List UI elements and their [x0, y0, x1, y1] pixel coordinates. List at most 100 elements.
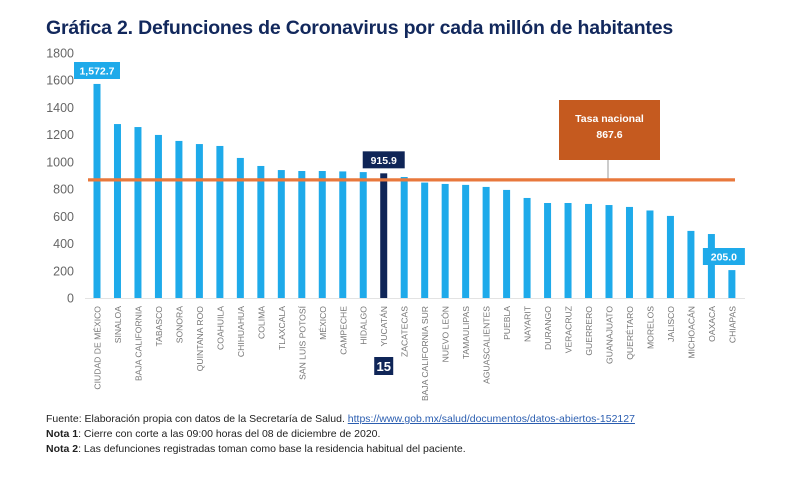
note-2: Nota 2: Las defunciones registradas toma…: [46, 442, 635, 457]
x-tick-label: HIDALGO: [359, 306, 369, 345]
data-label-box: [702, 248, 745, 265]
data-label-box: [362, 151, 405, 169]
x-tick-label: TLAXCALA: [277, 306, 287, 350]
x-tick-label: CIUDAD DE MÉXICO: [93, 306, 103, 390]
note-2-text: : Las defunciones registradas toman como…: [78, 443, 466, 455]
bar: [728, 270, 736, 298]
bar: [482, 186, 490, 298]
bars: [93, 83, 736, 299]
y-tick-label: 1800: [46, 47, 74, 61]
bar: [666, 215, 674, 298]
bar: [646, 210, 654, 298]
y-tick-label: 800: [53, 183, 74, 197]
x-tick-label: SINALOA: [113, 306, 123, 344]
bar: [625, 206, 633, 298]
data-label: 205.0: [711, 252, 737, 264]
y-tick-label: 1000: [46, 155, 74, 169]
bar: [134, 127, 142, 299]
x-tick-label: VERACRUZ: [564, 306, 574, 353]
chart-title: Gráfica 2. Defunciones de Coronavirus po…: [46, 17, 674, 39]
y-tick-label: 200: [53, 264, 74, 278]
y-tick-label: 400: [53, 237, 74, 251]
bar: [257, 165, 265, 298]
reference-label-title: Tasa nacional: [575, 113, 644, 125]
x-tick-label: QUINTANA ROO: [195, 306, 205, 372]
bar: [421, 182, 429, 298]
x-tick-label: CAMPECHE: [338, 306, 348, 355]
data-label: 915.9: [371, 155, 397, 167]
note-2-label: Nota 2: [46, 443, 79, 455]
bar: [564, 202, 572, 298]
data-label: 1,572.7: [79, 66, 114, 78]
y-axis: 0 200 400 600 800 1000 1200 1400 1600 1800: [46, 47, 74, 306]
bar: [113, 124, 121, 298]
bar-chart: 0 200 400 600 800 1000 1200 1400 1600 1800 Tasa n…: [46, 47, 745, 401]
data-labels: 1,572.7 915.9 205.0: [74, 62, 745, 265]
bar: [277, 170, 285, 298]
x-tick-label: QUERÉTARO: [625, 306, 635, 360]
y-tick-label: 1200: [46, 128, 74, 142]
x-axis-labels: CIUDAD DE MÉXICO SINALOA BAJA CALIFORNIA TA…: [93, 305, 738, 401]
x-tick-label: COAHUILA: [215, 306, 225, 350]
bar: [359, 172, 367, 298]
bar: [195, 144, 203, 298]
bar: [503, 189, 511, 298]
bar: [441, 183, 449, 298]
x-tick-label: NAYARIT: [523, 305, 533, 342]
note-1: Nota 1: Cierre con corte a las 09:00 hor…: [46, 427, 635, 442]
note-1-label: Nota 1: [46, 428, 79, 440]
x-tick-label: ZACATECAS: [400, 306, 410, 357]
bar: [400, 176, 408, 298]
y-tick-label: 1600: [46, 74, 74, 88]
x-tick-label: SAN LUIS POTOSÍ: [297, 305, 307, 379]
bar: [318, 171, 326, 298]
bar: [154, 134, 162, 298]
x-tick-label: GUANAJUATO: [605, 306, 615, 364]
rank-badge-text: 15: [376, 359, 390, 374]
x-tick-label: AGUASCALIENTES: [482, 306, 492, 384]
x-tick-label: BAJA CALIFORNIA: [133, 306, 143, 381]
x-tick-label: MÉXICO: [318, 306, 328, 340]
x-tick-label: CHIAPAS: [727, 306, 737, 343]
source-link[interactable]: https://www.gob.mx/salud/documentos/dato…: [347, 413, 635, 425]
x-tick-label: NUEVO LEÓN: [441, 306, 451, 362]
bar-highlighted: [380, 173, 388, 298]
data-label-box: [74, 62, 120, 79]
note-1-text: : Cierre con corte a las 09:00 horas del…: [78, 428, 381, 440]
x-tick-label: DURANGO: [543, 306, 553, 350]
x-tick-label: GUERRERO: [584, 306, 594, 356]
x-tick-label: YUCATÁN: [379, 306, 389, 346]
x-tick-label: TAMAULIPAS: [461, 306, 471, 359]
x-tick-label: BAJA CALIFORNIA SUR: [420, 306, 430, 401]
bar: [175, 140, 183, 298]
source-note: Fuente: Elaboración propia con datos de …: [46, 412, 635, 427]
x-tick-label: OAXACA: [707, 306, 717, 342]
footnotes: Fuente: Elaboración propia con datos de …: [46, 412, 635, 457]
x-tick-label: TABASCO: [154, 306, 164, 347]
bar: [216, 145, 224, 298]
x-tick-label: PUEBLA: [502, 306, 512, 340]
x-tick-label: CHIHUAHUA: [236, 306, 246, 357]
bar: [707, 234, 715, 298]
reference-line-group: Tasa nacional 867.6: [88, 100, 735, 182]
bar: [236, 157, 244, 298]
y-tick-label: 0: [67, 292, 74, 306]
rank-badge: [374, 357, 394, 375]
bar: [605, 205, 613, 298]
bar: [93, 83, 101, 299]
x-tick-label: MORELOS: [645, 306, 655, 349]
source-text: Fuente: Elaboración propia con datos de …: [46, 413, 348, 425]
bar: [687, 230, 695, 298]
y-tick-label: 1400: [46, 101, 74, 115]
reference-label-value: 867.6: [596, 129, 622, 141]
bar: [585, 203, 593, 298]
bar: [339, 171, 347, 298]
bar: [462, 184, 470, 298]
y-tick-label: 600: [53, 210, 74, 224]
reference-label-box: [559, 100, 660, 160]
bar: [523, 197, 531, 298]
x-tick-label: MICHOACÁN: [686, 306, 696, 359]
bar: [298, 171, 306, 298]
bar: [544, 202, 552, 298]
x-tick-label: COLIMA: [256, 306, 266, 339]
